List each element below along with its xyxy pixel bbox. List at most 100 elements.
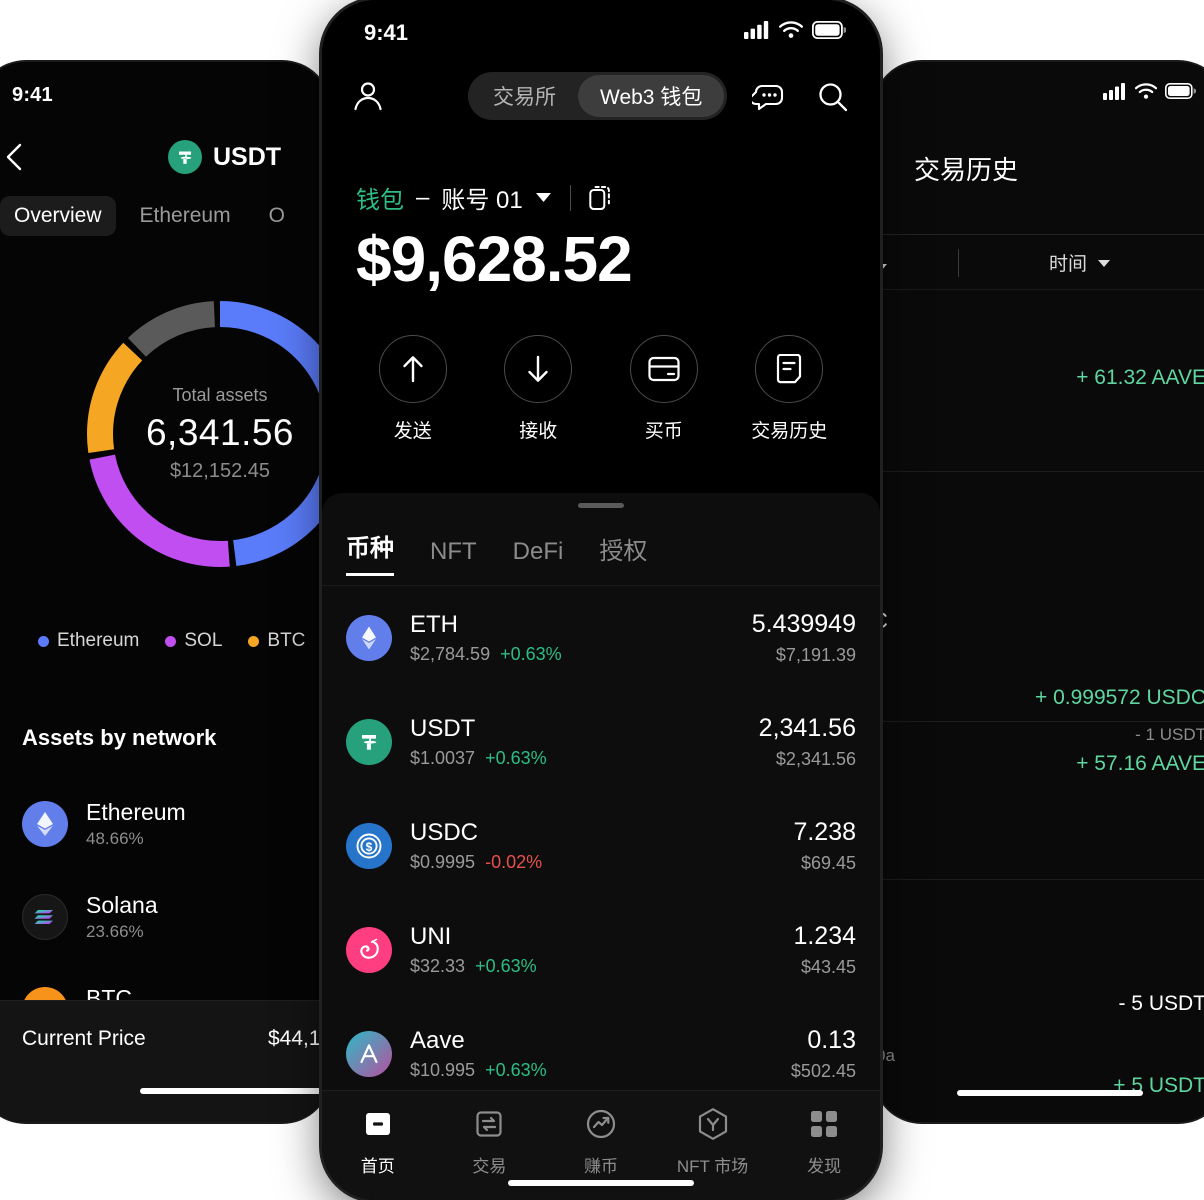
token-sub: $10.995 +0.63% bbox=[410, 1060, 791, 1081]
list-item[interactable]: USDT $1.0037 +0.63% 2,341.56 $2,341.56 bbox=[322, 690, 880, 794]
filter-time-dropdown[interactable]: 时间 bbox=[1049, 249, 1111, 276]
home-indicator-left bbox=[140, 1088, 330, 1094]
token-amount: 2,341.56 bbox=[758, 714, 856, 742]
action-buy[interactable]: 买币 bbox=[609, 335, 719, 443]
legend-item-btc: BTC bbox=[248, 630, 305, 652]
tab-approvals[interactable]: 授权 bbox=[599, 538, 648, 565]
tab-earn[interactable]: 赚币 bbox=[551, 1105, 651, 1177]
back-chevron-left-icon[interactable] bbox=[0, 140, 30, 174]
token-price: $1.0037 bbox=[410, 748, 476, 768]
left-tab-overview[interactable]: Overview bbox=[0, 196, 116, 236]
token-value: $43.45 bbox=[800, 957, 856, 977]
bottom-tab-bar: 首页 交易 bbox=[322, 1090, 880, 1200]
sol-icon bbox=[22, 893, 68, 940]
search-icon[interactable] bbox=[816, 80, 850, 114]
legend-dot-sol bbox=[165, 635, 177, 647]
right-phone-frame: 交易历史 时间 + 61.32 AAVE ) C + 0. bbox=[874, 62, 1204, 1122]
person-icon[interactable] bbox=[350, 78, 386, 114]
network-texts-ethereum: Ethereum 48.66% bbox=[86, 799, 186, 849]
list-item[interactable]: ETH $2,784.59 +0.63% 5.439949 $7,191.39 bbox=[322, 586, 880, 690]
wallet-account-label: 账号 01 bbox=[441, 187, 523, 214]
legend-label-ethereum: Ethereum bbox=[57, 630, 140, 651]
token-info: ETH $2,784.59 +0.63% bbox=[410, 611, 752, 665]
token-balance: 1.234 $43.45 bbox=[793, 922, 856, 978]
chevron-down-icon[interactable] bbox=[535, 192, 552, 203]
list-item[interactable]: UNI $32.33 +0.63% 1.234 $43.45 bbox=[322, 898, 880, 1002]
table-row[interactable]: C + 0.999572 USDC - 1 USDT bbox=[874, 472, 1204, 744]
tab-trade[interactable]: 交易 bbox=[439, 1105, 539, 1177]
uni-icon bbox=[346, 927, 392, 973]
token-sub: $1.0037 +0.63% bbox=[410, 748, 759, 769]
donut-slice-sol bbox=[87, 301, 330, 567]
wifi-icon bbox=[1134, 82, 1158, 105]
chat-bubble-icon[interactable] bbox=[748, 80, 786, 114]
network-row-solana[interactable]: Solana 23.66% bbox=[22, 870, 322, 963]
token-symbol: Aave bbox=[410, 1027, 465, 1054]
wallet-dash: – bbox=[416, 183, 430, 211]
token-balance: 0.13 $502.45 bbox=[791, 1026, 856, 1082]
donut-center-text: Total assets 6,341.56 $12,152.45 bbox=[70, 284, 330, 584]
tab-discover-label: 发现 bbox=[807, 1157, 842, 1176]
network-name-ethereum: Ethereum bbox=[86, 798, 186, 825]
wallet-account-selector[interactable]: 钱包 – 账号 01 bbox=[356, 180, 615, 215]
segmented-control: 交易所 Web3 钱包 bbox=[468, 72, 728, 120]
token-amount: 5.439949 bbox=[751, 610, 856, 638]
left-tab-other[interactable]: O bbox=[268, 204, 285, 227]
segment-web3-wallet[interactable]: Web3 钱包 bbox=[578, 75, 725, 117]
home-icon bbox=[362, 1105, 394, 1143]
tx-amount: + 0.999572 USDC bbox=[1034, 686, 1204, 709]
chevron-down-icon bbox=[1097, 252, 1111, 274]
center-top-bar: 交易所 Web3 钱包 bbox=[322, 70, 880, 126]
tab-home[interactable]: 首页 bbox=[328, 1105, 428, 1177]
token-sub: $0.9995 -0.02% bbox=[410, 852, 793, 873]
wifi-icon bbox=[779, 20, 803, 44]
filter-divider bbox=[958, 249, 959, 277]
donut-center-value: 6,341.56 bbox=[145, 412, 295, 453]
network-texts-solana: Solana 23.66% bbox=[86, 892, 158, 942]
legend-item-sol: SOL bbox=[165, 630, 222, 652]
network-name-solana: Solana bbox=[86, 891, 158, 918]
donut-center-label: Total assets bbox=[172, 385, 268, 405]
network-row-ethereum[interactable]: Ethereum 48.66% bbox=[22, 777, 322, 870]
current-price-value: $44,12 bbox=[268, 1027, 330, 1050]
tab-defi[interactable]: DeFi bbox=[512, 538, 564, 565]
legend-label-btc: BTC bbox=[267, 630, 306, 651]
left-tab-ethereum[interactable]: Ethereum bbox=[139, 204, 231, 227]
action-receive[interactable]: 接收 bbox=[483, 335, 593, 443]
quick-actions: 发送 接收 bbox=[322, 335, 880, 443]
network-percent-ethereum: 48.66% bbox=[86, 828, 144, 848]
filter-time-label: 时间 bbox=[1049, 254, 1088, 275]
sheet-tab-strip: 币种 NFT DeFi 授权 bbox=[346, 528, 647, 576]
document-icon bbox=[755, 335, 824, 403]
token-price: $10.995 bbox=[410, 1060, 476, 1080]
list-item[interactable]: Aave $10.995 +0.63% 0.13 $502.45 bbox=[322, 1002, 880, 1106]
asset-donut-chart: Total assets 6,341.56 $12,152.45 bbox=[70, 284, 330, 584]
action-send[interactable]: 发送 bbox=[358, 335, 468, 443]
earn-icon bbox=[584, 1105, 618, 1143]
tab-discover[interactable]: 发现 bbox=[774, 1105, 874, 1177]
tab-coins[interactable]: 币种 bbox=[346, 528, 394, 576]
eth-icon bbox=[346, 615, 392, 661]
center-status-time: 9:41 bbox=[364, 20, 409, 45]
table-row[interactable]: - 5 USDT 0a bbox=[874, 880, 1204, 1065]
segment-exchange[interactable]: 交易所 bbox=[493, 86, 556, 109]
action-history[interactable]: 交易历史 bbox=[734, 335, 844, 443]
center-phone-screen: 9:41 bbox=[322, 0, 880, 1200]
tab-nft-market[interactable]: NFT 市场 bbox=[663, 1105, 763, 1177]
table-row[interactable]: + 61.32 AAVE ) bbox=[874, 320, 1204, 472]
copy-icon[interactable] bbox=[589, 184, 615, 212]
token-change: +0.63% bbox=[485, 748, 547, 768]
tab-trade-label: 交易 bbox=[472, 1157, 507, 1176]
token-symbol: UNI bbox=[410, 923, 452, 950]
table-row[interactable]: + 57.16 AAVE . bbox=[874, 722, 1204, 880]
list-item[interactable]: $ USDC $0.9995 -0.02% 7.238 $ bbox=[322, 794, 880, 898]
token-change: +0.63% bbox=[485, 1060, 547, 1080]
table-row[interactable]: + 5 USDT ba86 bbox=[874, 1052, 1204, 1122]
token-info: Aave $10.995 +0.63% bbox=[410, 1027, 791, 1081]
token-amount: 1.234 bbox=[793, 922, 856, 950]
tx-subamount: - 1 USDT bbox=[1135, 725, 1204, 744]
tab-nft[interactable]: NFT bbox=[430, 538, 477, 565]
svg-text:$: $ bbox=[366, 840, 373, 854]
sheet-drag-handle[interactable] bbox=[578, 503, 624, 508]
token-balance: 5.439949 $7,191.39 bbox=[752, 610, 856, 666]
